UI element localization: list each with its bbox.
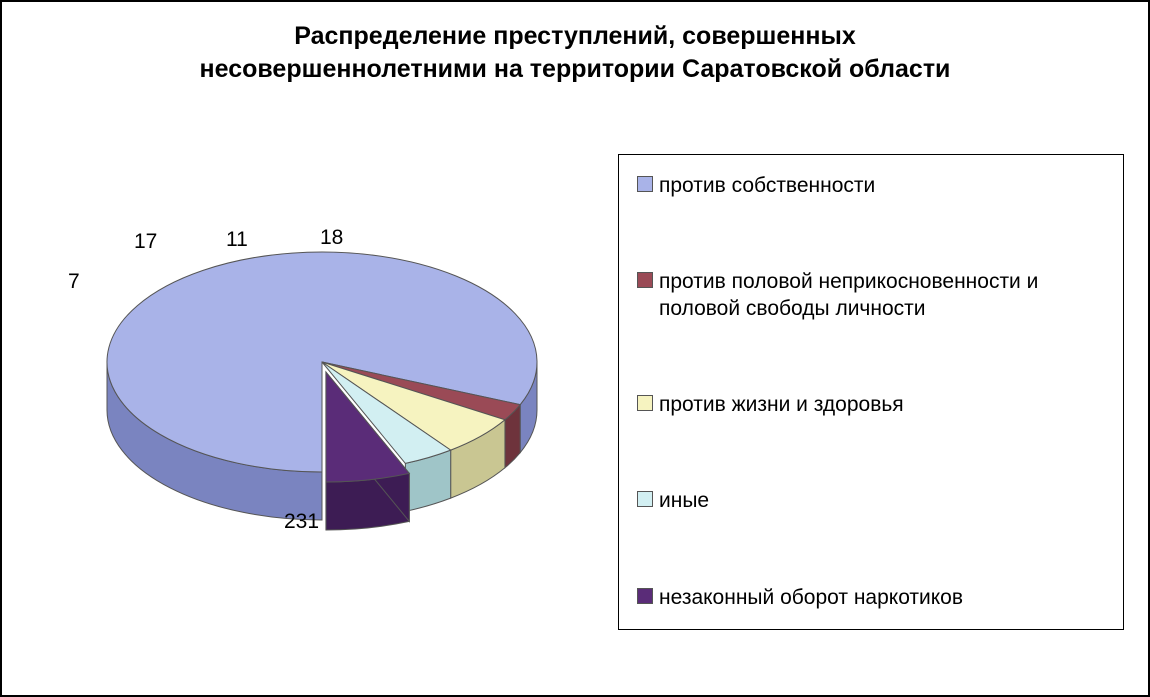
legend-swatch-4 bbox=[637, 588, 653, 604]
legend-label-4: незаконный оборот наркотиков bbox=[659, 585, 963, 611]
legend-item-3: иные bbox=[637, 488, 1105, 514]
legend-item-0: против собственности bbox=[637, 173, 1105, 199]
legend-item-4: незаконный оборот наркотиков bbox=[637, 585, 1105, 611]
pie-chart bbox=[2, 2, 642, 642]
legend-item-2: против жизни и здоровья bbox=[637, 392, 1105, 418]
legend-swatch-2 bbox=[637, 395, 653, 411]
legend: против собственности против половой непр… bbox=[618, 154, 1124, 630]
pie-label-4: 18 bbox=[320, 226, 343, 250]
legend-swatch-1 bbox=[637, 272, 653, 288]
legend-swatch-0 bbox=[637, 176, 653, 192]
pie-label-2: 17 bbox=[134, 230, 157, 254]
legend-swatch-3 bbox=[637, 491, 653, 507]
pie-label-3: 11 bbox=[226, 228, 248, 252]
legend-label-2: против жизни и здоровья bbox=[659, 392, 904, 418]
pie-label-1: 7 bbox=[68, 270, 80, 294]
pie-label-0: 231 bbox=[284, 510, 319, 534]
chart-frame: Распределение преступлений, совершенных … bbox=[0, 0, 1150, 697]
legend-item-1: против половой неприкосновенности и поло… bbox=[637, 269, 1105, 322]
legend-label-3: иные bbox=[659, 488, 709, 514]
legend-label-0: против собственности bbox=[659, 173, 875, 199]
legend-label-1: против половой неприкосновенности и поло… bbox=[659, 269, 1105, 322]
